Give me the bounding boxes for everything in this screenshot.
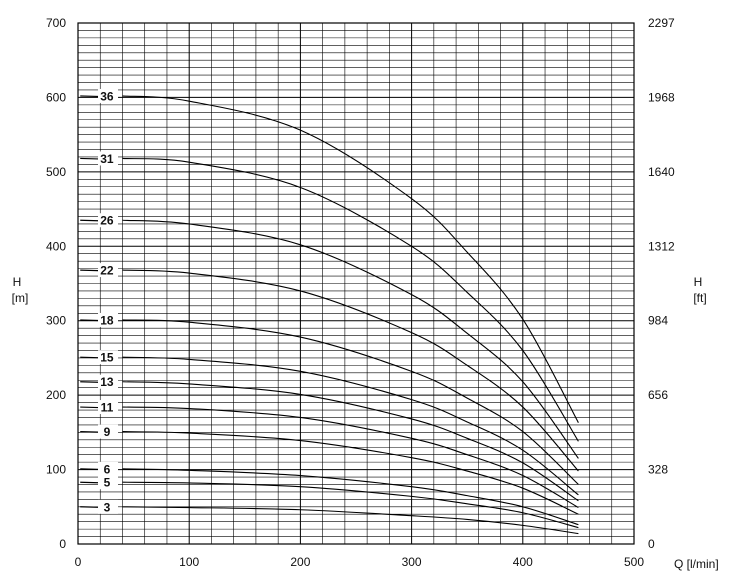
curve-3: [122, 506, 579, 535]
curve-label-36: 36: [100, 89, 114, 103]
curve-6: [122, 468, 579, 526]
curve-label-bg: [98, 374, 119, 389]
y-tick-label-left: 400: [46, 239, 66, 253]
right-axis-unit: [ft]: [693, 291, 706, 305]
tick-labels: 0 100 200 300 400 500 0 100 200 300 400 500 600 700 0 3…: [46, 16, 675, 569]
curve-label-bg: [98, 151, 119, 166]
y-tick-label-right: 2297: [648, 16, 675, 30]
y-tick-label-left: 200: [46, 388, 66, 402]
y-tick-label-right: 656: [648, 388, 668, 402]
curve-label-leader: [80, 356, 99, 359]
x-tick-label: 400: [513, 555, 533, 569]
y-tick-label-left: 700: [46, 16, 66, 30]
curves: [122, 95, 579, 535]
curve-label-6: 6: [104, 462, 111, 476]
curve-label-18: 18: [100, 313, 114, 327]
x-tick-label: 100: [179, 555, 199, 569]
curve-label-bg: [98, 400, 119, 415]
curve-label-bg: [98, 312, 119, 327]
curve-label-leader: [80, 319, 99, 322]
curve-label-bg: [98, 499, 119, 514]
right-axis-symbol: H: [694, 275, 703, 289]
curve-11: [122, 406, 579, 509]
curve-18: [122, 319, 579, 485]
curve-label-26: 26: [100, 214, 114, 228]
y-tick-label-right: 0: [648, 537, 655, 551]
curve-label-3: 3: [104, 500, 111, 514]
curve-label-bg: [98, 88, 119, 103]
curve-labels: 3 56 9 11 13 15 18 22 26 31 36: [80, 88, 119, 514]
curve-label-leader: [80, 157, 99, 160]
y-tick-label-left: 300: [46, 314, 66, 328]
curve-label-bg: [98, 350, 119, 365]
curve-label-leader: [80, 406, 99, 409]
curve-label-bg: [98, 213, 119, 228]
curve-13: [122, 381, 579, 502]
curve-label-bg: [98, 263, 119, 278]
curve-label-leader: [80, 481, 99, 484]
curve-5: [122, 481, 579, 529]
grid: [78, 23, 634, 544]
curve-label-bg: [98, 475, 119, 490]
curve-label-leader: [80, 431, 99, 433]
curve-label-15: 15: [100, 351, 114, 365]
y-tick-label-right: 1312: [648, 239, 675, 253]
curve-22: [122, 269, 579, 472]
y-tick-label-left: 0: [59, 537, 66, 551]
plot-frame: [77, 22, 635, 545]
y-tick-label-left: 600: [46, 90, 66, 104]
x-tick-label: 200: [290, 555, 310, 569]
curve-label-leader: [80, 219, 99, 222]
curve-26: [122, 219, 579, 459]
x-tick-label: 0: [75, 555, 82, 569]
x-tick-label: 500: [624, 555, 644, 569]
y-tick-label-left: 100: [46, 463, 66, 477]
curve-label-5: 5: [104, 476, 111, 490]
curve-label-9: 9: [104, 425, 111, 439]
y-tick-label-left: 500: [46, 165, 66, 179]
curve-9: [122, 431, 579, 515]
y-tick-label-right: 1640: [648, 165, 675, 179]
y-tick-label-right: 328: [648, 463, 668, 477]
curve-label-leader: [80, 468, 99, 470]
curve-label-leader: [80, 381, 99, 383]
curve-label-31: 31: [100, 152, 114, 166]
x-axis-title: Q [l/min]: [674, 557, 719, 571]
curve-label-leader: [80, 95, 99, 98]
curve-label-leader: [80, 269, 99, 272]
curve-36: [122, 95, 579, 423]
y-tick-label-right: 984: [648, 314, 668, 328]
curve-label-bg: [98, 461, 119, 476]
left-axis-symbol: H: [13, 275, 22, 289]
curve-label-leader: [80, 506, 99, 508]
curve-label-bg: [98, 424, 119, 439]
curve-31: [122, 157, 579, 442]
curve-label-13: 13: [100, 375, 114, 389]
x-tick-label: 300: [402, 555, 422, 569]
curve-label-11: 11: [101, 401, 114, 415]
y-tick-label-right: 1968: [648, 90, 675, 104]
curve-15: [122, 356, 579, 496]
left-axis-unit: [m]: [12, 291, 29, 305]
curve-label-22: 22: [100, 264, 114, 278]
